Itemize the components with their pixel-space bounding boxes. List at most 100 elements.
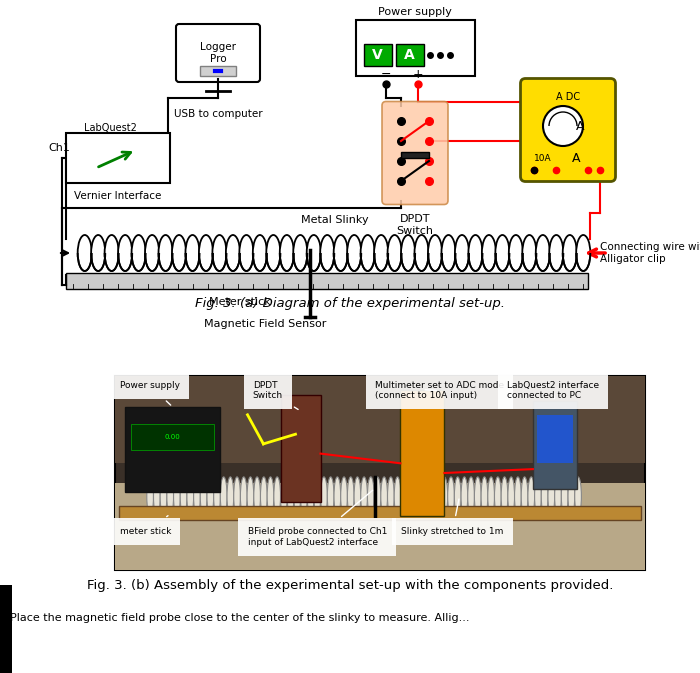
Text: V: V (372, 48, 383, 62)
Ellipse shape (214, 477, 220, 516)
Ellipse shape (401, 477, 407, 516)
Ellipse shape (442, 235, 456, 271)
Ellipse shape (253, 235, 267, 271)
Ellipse shape (254, 477, 260, 516)
Bar (115, 376, 645, 570)
Text: meter stick: meter stick (120, 516, 172, 536)
Ellipse shape (374, 477, 381, 516)
Text: Magnetic Field Sensor: Magnetic Field Sensor (204, 319, 326, 329)
Text: Power supply: Power supply (378, 7, 452, 17)
Ellipse shape (226, 235, 240, 271)
Text: LabQuest2: LabQuest2 (83, 123, 136, 133)
Ellipse shape (522, 477, 528, 516)
Ellipse shape (568, 477, 575, 516)
Ellipse shape (461, 477, 468, 516)
Ellipse shape (180, 477, 187, 516)
Text: A: A (575, 120, 584, 133)
Bar (0, 585, 12, 673)
Ellipse shape (240, 477, 247, 516)
Ellipse shape (448, 477, 454, 516)
Ellipse shape (281, 477, 287, 516)
Ellipse shape (104, 235, 119, 271)
Ellipse shape (381, 477, 388, 516)
Ellipse shape (341, 477, 347, 516)
Ellipse shape (414, 477, 421, 516)
Bar (115, 376, 645, 463)
Text: Meter stick: Meter stick (209, 297, 271, 307)
Text: +: + (412, 68, 423, 81)
Ellipse shape (428, 477, 434, 516)
Circle shape (543, 106, 583, 146)
Ellipse shape (167, 477, 174, 516)
FancyBboxPatch shape (66, 133, 170, 183)
Bar (200, 66, 236, 76)
FancyBboxPatch shape (382, 102, 448, 205)
Ellipse shape (414, 235, 428, 271)
Ellipse shape (307, 477, 314, 516)
Text: DPDT
Switch: DPDT Switch (253, 381, 298, 409)
Ellipse shape (280, 235, 294, 271)
Text: A: A (572, 152, 580, 165)
Text: USB to computer: USB to computer (174, 109, 262, 119)
Ellipse shape (528, 477, 535, 516)
Ellipse shape (508, 477, 514, 516)
Ellipse shape (354, 477, 360, 516)
Ellipse shape (347, 235, 361, 271)
Ellipse shape (360, 477, 368, 516)
Ellipse shape (441, 477, 448, 516)
FancyBboxPatch shape (356, 20, 475, 76)
Ellipse shape (575, 477, 582, 516)
Ellipse shape (172, 235, 186, 271)
Bar (363, 44, 391, 66)
Ellipse shape (536, 235, 550, 271)
Bar (115, 483, 645, 570)
Ellipse shape (541, 477, 548, 516)
Ellipse shape (550, 235, 564, 271)
Text: A DC: A DC (556, 92, 580, 102)
Ellipse shape (548, 477, 554, 516)
Ellipse shape (481, 477, 488, 516)
Ellipse shape (307, 235, 321, 271)
Ellipse shape (496, 235, 510, 271)
Ellipse shape (194, 477, 200, 516)
Ellipse shape (267, 477, 274, 516)
Text: A: A (404, 48, 415, 62)
Ellipse shape (293, 235, 307, 271)
Text: Switch: Switch (396, 225, 433, 236)
Bar (281, 396, 321, 502)
Ellipse shape (554, 477, 561, 516)
Ellipse shape (388, 235, 402, 271)
Ellipse shape (239, 235, 253, 271)
Text: Place the magnetic field probe close to the center of the slinky to measure. All: Place the magnetic field probe close to … (10, 613, 470, 623)
Bar (66, 273, 588, 289)
FancyBboxPatch shape (176, 24, 260, 82)
Ellipse shape (160, 477, 167, 516)
Text: Vernier Interface: Vernier Interface (74, 191, 162, 201)
Ellipse shape (501, 477, 508, 516)
Text: LabQuest2 interface
connected to PC: LabQuest2 interface connected to PC (508, 381, 599, 400)
Ellipse shape (174, 477, 180, 516)
Ellipse shape (247, 477, 254, 516)
Ellipse shape (394, 477, 401, 516)
Ellipse shape (274, 477, 281, 516)
Ellipse shape (468, 235, 482, 271)
Ellipse shape (314, 477, 321, 516)
Ellipse shape (454, 477, 461, 516)
Ellipse shape (475, 477, 481, 516)
Text: Connecting wire with
Alligator clip: Connecting wire with Alligator clip (600, 242, 700, 264)
Ellipse shape (334, 477, 341, 516)
Ellipse shape (118, 235, 132, 271)
Ellipse shape (145, 235, 159, 271)
Ellipse shape (360, 235, 374, 271)
Text: Fig. 3. (b) Assembly of the experimental set-up with the components provided.: Fig. 3. (b) Assembly of the experimental… (87, 579, 613, 592)
Bar (533, 401, 577, 489)
Ellipse shape (266, 235, 281, 271)
Text: Power supply: Power supply (120, 381, 180, 405)
Ellipse shape (287, 477, 294, 516)
Ellipse shape (576, 235, 590, 271)
Ellipse shape (132, 235, 146, 271)
Ellipse shape (91, 235, 105, 271)
Ellipse shape (147, 477, 153, 516)
FancyArrowPatch shape (99, 152, 131, 167)
Ellipse shape (428, 235, 442, 271)
